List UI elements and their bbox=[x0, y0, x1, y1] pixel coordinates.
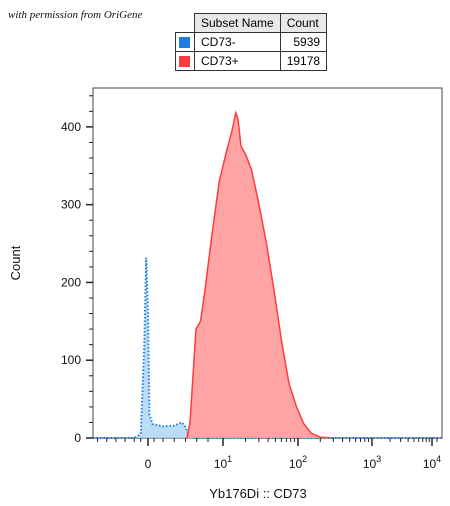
x-tick-label: 101 bbox=[214, 454, 232, 471]
series-line-cd73- bbox=[186, 110, 332, 439]
y-tick-label: 100 bbox=[61, 353, 81, 367]
y-axis: 0 100 200 300 400 bbox=[61, 95, 93, 445]
legend-subset-count: 19178 bbox=[279, 51, 328, 71]
y-tick-label: 200 bbox=[61, 275, 81, 289]
legend-swatch-cd73-pos bbox=[179, 56, 190, 68]
legend-subset-name: CD73+ bbox=[194, 51, 281, 71]
y-tick-label: 300 bbox=[61, 198, 81, 212]
series-area-cd73- bbox=[187, 112, 332, 439]
legend-subset-name: CD73- bbox=[194, 32, 281, 52]
subset-legend-table: Subset Name Count CD73- 5939 CD73+ 19178 bbox=[175, 13, 328, 71]
x-tick-label: 0 bbox=[145, 457, 152, 471]
y-tick-label: 0 bbox=[74, 431, 81, 445]
legend-header-subset-name: Subset Name bbox=[194, 13, 281, 33]
legend-swatch-cd73-neg bbox=[179, 37, 190, 49]
legend-header-count: Count bbox=[279, 13, 328, 33]
legend-header-row: Subset Name Count bbox=[175, 13, 328, 33]
legend-swatch-cell bbox=[175, 51, 195, 71]
legend-corner-cell bbox=[175, 13, 195, 33]
legend-subset-count: 5939 bbox=[279, 32, 328, 52]
series-layer bbox=[93, 110, 442, 439]
x-tick-label: 104 bbox=[423, 454, 441, 471]
x-axis: 0 101 102 103 104 bbox=[97, 438, 441, 471]
y-tick-label: 400 bbox=[61, 120, 81, 134]
x-axis-label: Yb176Di :: CD73 bbox=[209, 486, 307, 501]
x-tick-label: 103 bbox=[363, 454, 381, 471]
x-tick-label: 102 bbox=[289, 454, 307, 471]
permission-watermark: with permission from OriGene bbox=[8, 9, 143, 21]
legend-row-cd73-neg: CD73- 5939 bbox=[175, 32, 328, 52]
y-axis-label: Count bbox=[8, 245, 23, 280]
legend-row-cd73-pos: CD73+ 19178 bbox=[175, 51, 328, 71]
